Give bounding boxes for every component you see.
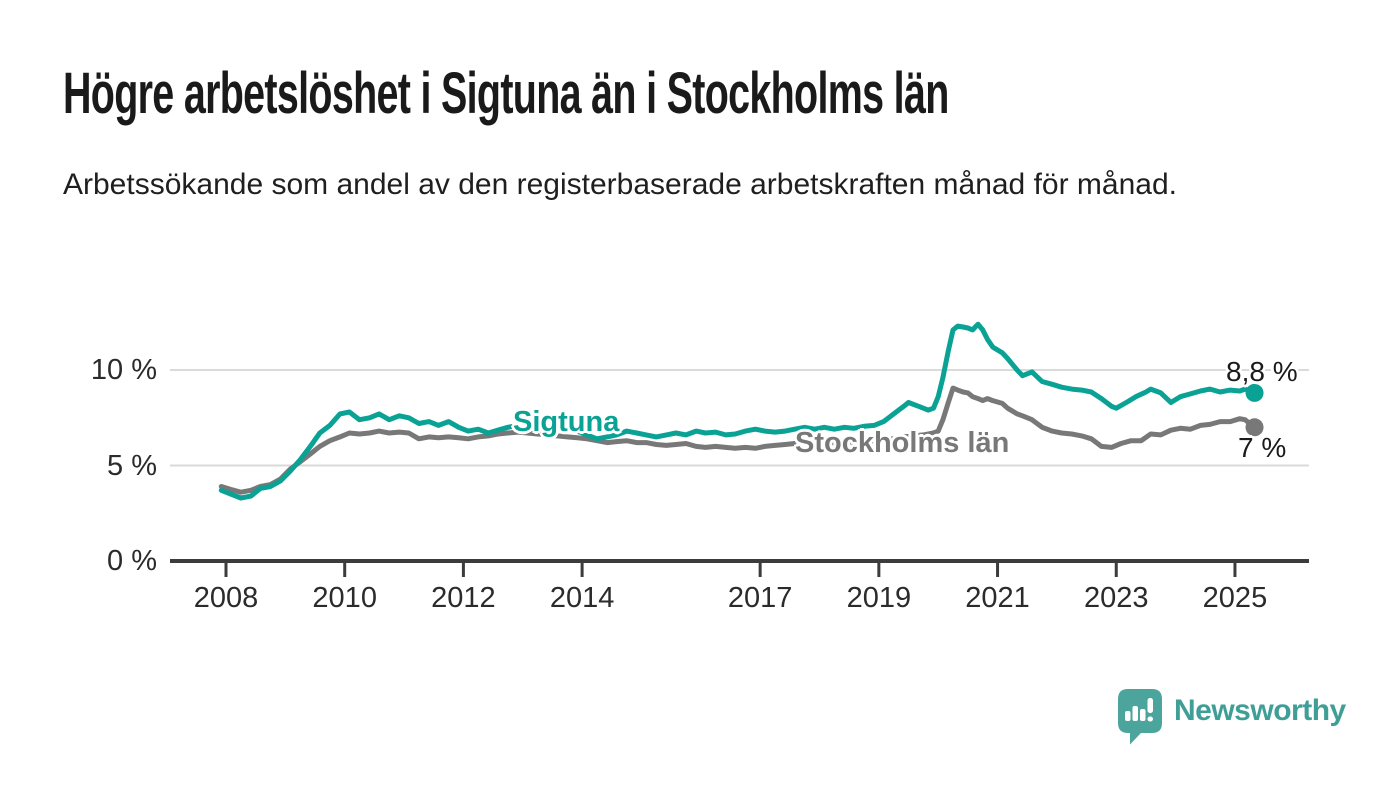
x-tick-label: 2023 — [1083, 582, 1149, 614]
chart-subtitle: Arbetssökande som andel av den registerb… — [63, 168, 1177, 201]
x-tick-label: 2010 — [312, 582, 377, 614]
x-tick-label: 2025 — [1202, 582, 1268, 614]
bar-chart-speech-bubble-icon — [1117, 688, 1163, 751]
end-value-label-stockholms-lan: 7 % — [1238, 432, 1287, 463]
series-label-stockholms-lan: Stockholms län — [795, 427, 1010, 459]
x-tick-label: 2019 — [846, 582, 912, 614]
x-axis-tick-labels: 2008 2010 2012 2014 2017 2019 2021 2023 2025 — [0, 582, 1400, 622]
newsworthy-logo-text: Newsworthy — [1174, 694, 1346, 727]
end-value-label-sigtuna: 8,8 % — [1226, 356, 1298, 387]
x-tick-label: 2014 — [549, 582, 615, 614]
y-tick-label: 5 % — [107, 449, 157, 482]
x-tick-label: 2008 — [193, 582, 259, 614]
newsworthy-logo: Newsworthy — [1117, 688, 1346, 751]
page-title: Högre arbetslöshet i Sigtuna än i Stockh… — [63, 61, 949, 126]
x-tick-label: 2021 — [965, 582, 1030, 614]
y-tick-label: 0 % — [107, 545, 157, 577]
x-tick-label: 2017 — [727, 582, 793, 614]
x-tick-label: 2012 — [431, 582, 496, 614]
y-tick-label: 10 % — [90, 354, 157, 386]
series-label-sigtuna: Sigtuna — [513, 406, 620, 438]
